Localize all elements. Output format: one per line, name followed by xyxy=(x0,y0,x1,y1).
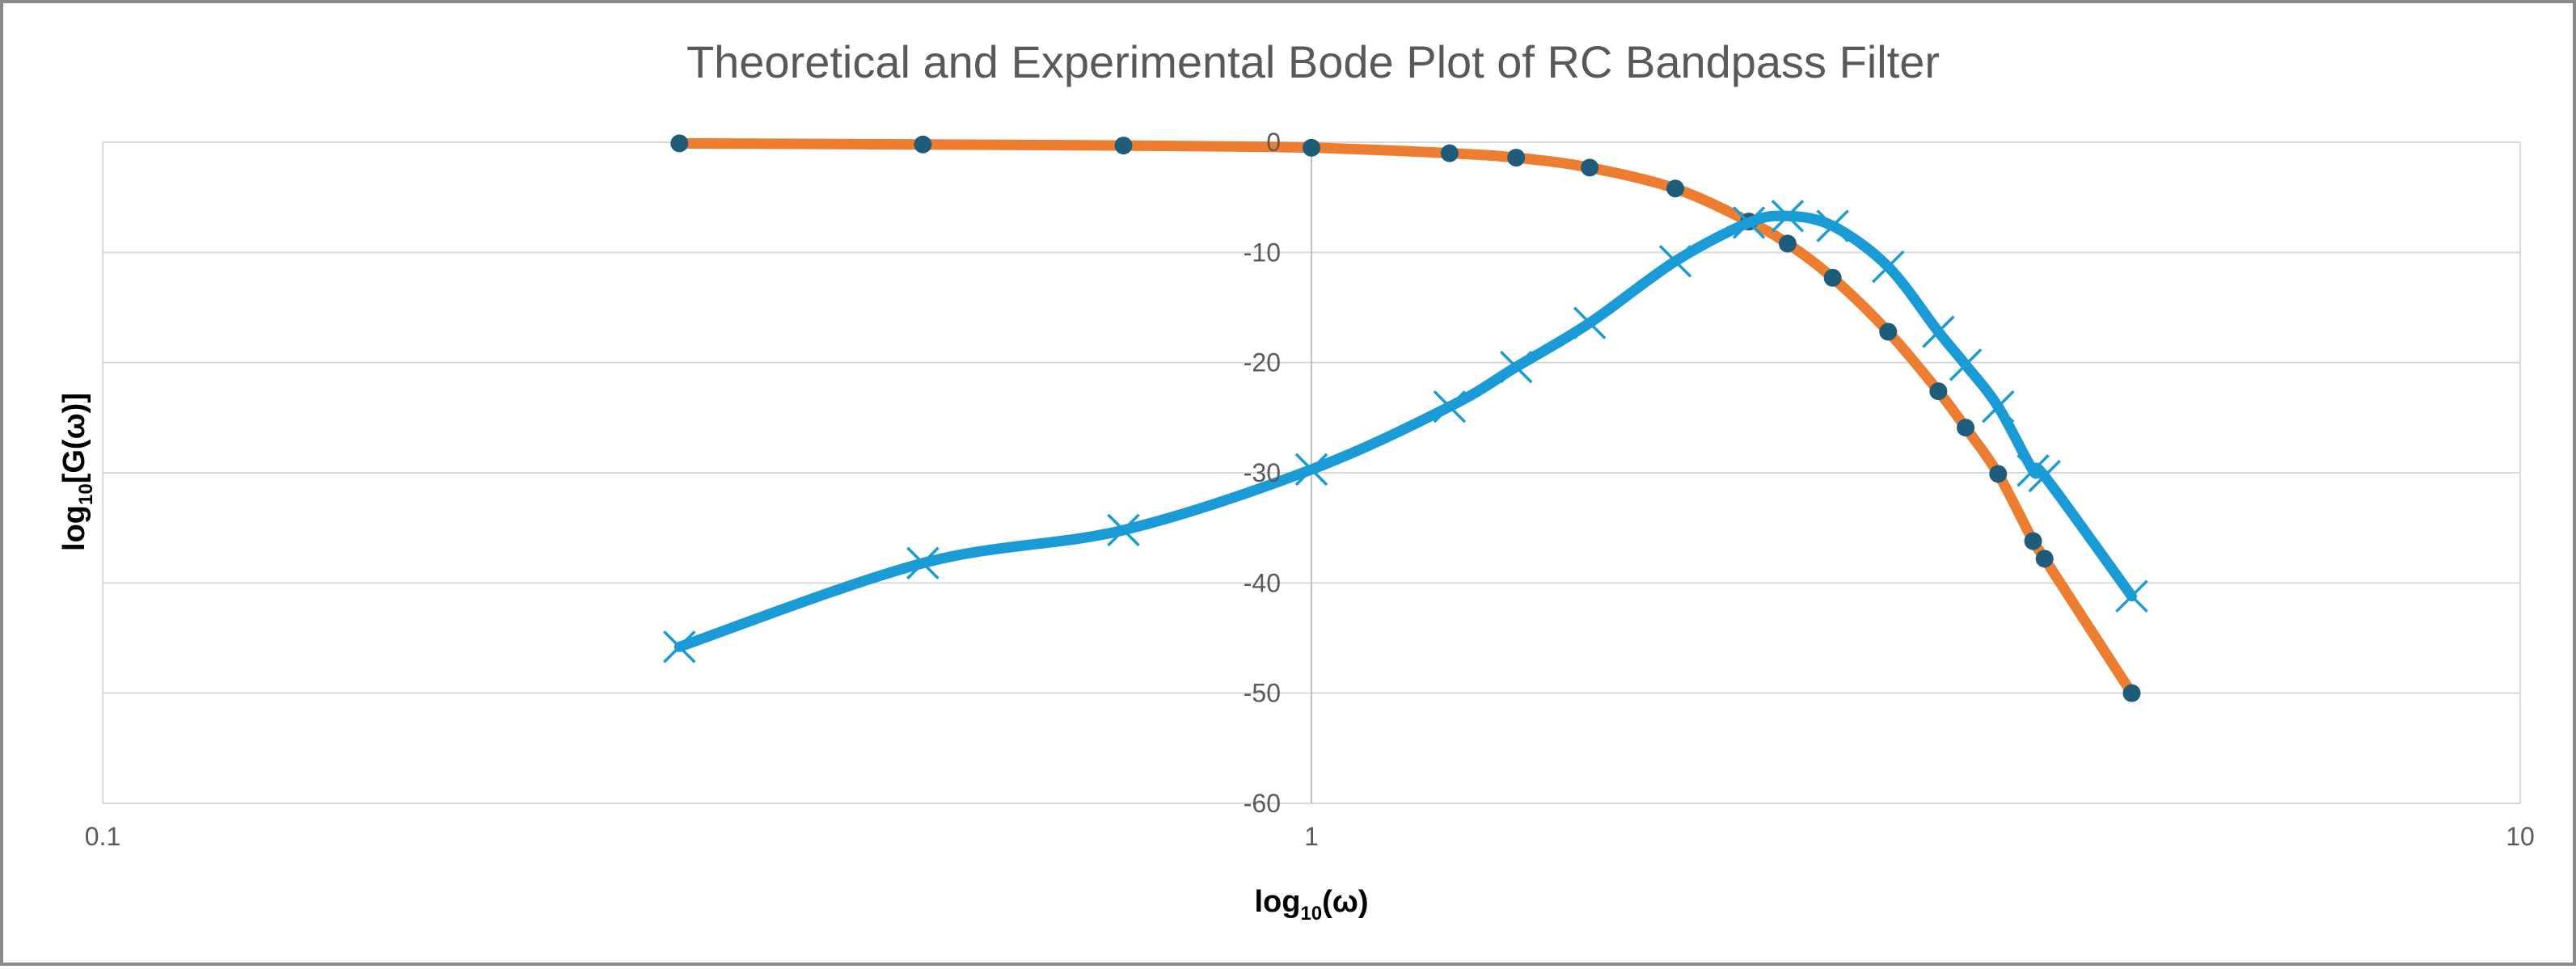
series-2-marker-stroke-b-7 xyxy=(1658,245,1692,278)
chart-title: Theoretical and Experimental Bode Plot o… xyxy=(686,36,1940,87)
series-2-marker-stroke-b-15 xyxy=(2016,454,2050,487)
y-tick-label-1: -10 xyxy=(1244,238,1281,267)
series-1-point-6 xyxy=(1581,158,1599,177)
series-2-point-0 xyxy=(663,630,696,664)
series-2-marker-stroke-b-9 xyxy=(1771,200,1805,233)
series-2-point-10 xyxy=(1816,209,1849,242)
series-2-marker-stroke-b-12 xyxy=(1922,315,1955,348)
series-1-point-2 xyxy=(1114,137,1133,155)
series-2-marker-stroke-b-5 xyxy=(1499,350,1533,384)
series-2-point-1 xyxy=(906,546,940,580)
series-2-point-11 xyxy=(1872,250,1905,284)
x-tick-label-2: 10 xyxy=(2506,822,2535,851)
series-2-point-12 xyxy=(1922,315,1955,348)
series-2-point-8 xyxy=(1732,206,1766,239)
series-2 xyxy=(663,200,2148,664)
series-2-marker-stroke-b-0 xyxy=(663,630,696,664)
series-2-marker-stroke-b-2 xyxy=(1107,513,1140,547)
y-tick-label-5: -50 xyxy=(1244,679,1281,708)
series-2-point-5 xyxy=(1499,350,1533,384)
y-tick-label-0: 0 xyxy=(1266,128,1281,157)
series-2-point-4 xyxy=(1433,390,1467,423)
series-2-marker-stroke-b-8 xyxy=(1732,206,1766,239)
series-2-point-16 xyxy=(2028,459,2061,493)
series-2-point-17 xyxy=(2115,579,2148,613)
series-2-point-3 xyxy=(1294,453,1328,487)
series-1-point-11 xyxy=(1879,322,1898,341)
series-2-marker-stroke-b-14 xyxy=(1982,390,2015,423)
series-1-point-4 xyxy=(1440,144,1459,162)
chart-svg: Theoretical and Experimental Bode Plot o… xyxy=(57,36,2535,925)
tick-labels: 0 -10 -20 -30 -40 -50 -60 0.1 1 10 xyxy=(85,128,2535,851)
x-axis-title: log10(ω) xyxy=(1254,885,1368,925)
y-axis-title: log10[G(ω)] xyxy=(57,393,97,551)
series-2-marker-stroke-b-10 xyxy=(1816,209,1849,242)
y-tick-label-2: -20 xyxy=(1244,348,1281,377)
series-2-marker-stroke-b-6 xyxy=(1573,306,1607,339)
series-1-point-0 xyxy=(670,134,689,153)
series-2-marker-stroke-b-3 xyxy=(1294,453,1328,487)
y-tick-label-3: -30 xyxy=(1244,458,1281,487)
y-tick-label-4: -40 xyxy=(1244,568,1281,597)
series-2-point-9 xyxy=(1771,200,1805,233)
series-2-point-15 xyxy=(2016,454,2050,487)
series-1-point-14 xyxy=(1989,465,2008,483)
series-2-marker-stroke-b-11 xyxy=(1872,250,1905,284)
series-1-point-1 xyxy=(914,135,932,154)
y-tick-label-6: -60 xyxy=(1244,789,1281,818)
series-1-point-17 xyxy=(2122,684,2141,702)
series-1-point-5 xyxy=(1507,149,1526,167)
series-1-point-13 xyxy=(1957,419,1975,437)
series-1-point-3 xyxy=(1303,138,1320,157)
series-2-marker-stroke-b-4 xyxy=(1433,390,1467,423)
series-2-point-13 xyxy=(1949,348,1983,381)
series-2-marker-stroke-b-17 xyxy=(2115,579,2148,613)
series-1-point-10 xyxy=(1823,268,1842,287)
series-2-point-6 xyxy=(1573,306,1607,339)
series-2-point-2 xyxy=(1107,513,1140,547)
series-1 xyxy=(670,134,2141,702)
series-2-point-7 xyxy=(1658,245,1692,278)
series-2-point-14 xyxy=(1982,390,2015,423)
series-layer xyxy=(663,134,2148,702)
series-1-point-7 xyxy=(1666,179,1685,198)
x-tick-label-1: 1 xyxy=(1304,822,1319,851)
series-1-line xyxy=(674,137,2137,699)
series-1-point-9 xyxy=(1778,234,1797,253)
series-1-point-15 xyxy=(2024,532,2042,550)
series-1-point-12 xyxy=(1929,382,1948,401)
x-tick-label-0: 0.1 xyxy=(85,822,120,851)
series-2-marker-stroke-b-13 xyxy=(1949,348,1983,381)
series-2-marker-stroke-b-1 xyxy=(906,546,940,580)
series-2-marker-stroke-b-16 xyxy=(2028,459,2061,493)
series-1-point-16 xyxy=(2035,550,2054,568)
